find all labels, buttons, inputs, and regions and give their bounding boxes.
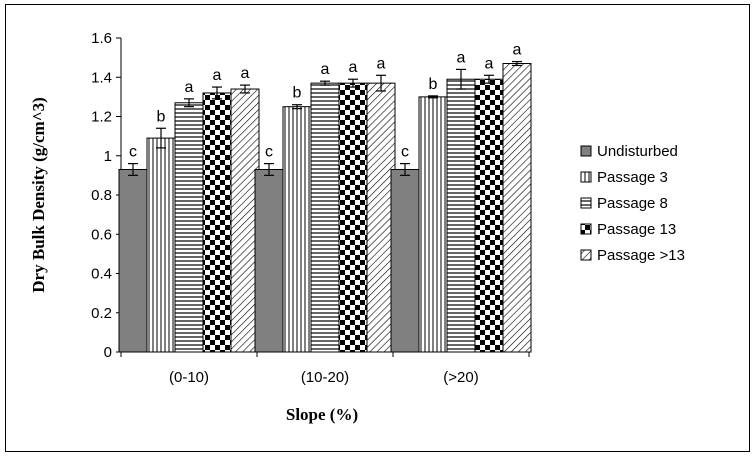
legend-label: Undisturbed	[597, 143, 678, 160]
significance-letter: a	[349, 59, 358, 76]
bar	[146, 137, 176, 353]
significance-letter: a	[321, 61, 330, 78]
bar	[446, 78, 476, 353]
y-tick-label: 0	[104, 344, 112, 361]
bar	[474, 78, 504, 353]
bars-group: c b a a a c b a a a c b a a a	[118, 42, 532, 353]
significance-letter: b	[157, 108, 166, 125]
significance-letter: c	[265, 144, 273, 161]
y-tick-label: 0.6	[91, 226, 112, 243]
legend: Undisturbed Passage 3 Passage 8 Passage 13 P…	[580, 143, 685, 264]
x-tick-label: (10-20)	[301, 369, 349, 386]
significance-letter: c	[129, 144, 137, 161]
bar	[174, 102, 204, 353]
y-tick-label: 1.4	[91, 69, 112, 86]
significance-letter: a	[485, 55, 494, 72]
x-tick-label: (>20)	[443, 369, 478, 386]
significance-letter: b	[293, 85, 302, 102]
significance-letter: a	[241, 65, 250, 82]
legend-label: Passage 3	[597, 169, 668, 186]
legend-label: Passage 8	[597, 195, 668, 212]
legend-swatch	[580, 223, 592, 235]
legend-swatch	[580, 197, 592, 209]
significance-letter: c	[401, 144, 409, 161]
legend-label: Passage 13	[597, 221, 676, 238]
significance-letter: a	[457, 49, 466, 66]
legend-swatch	[580, 171, 592, 183]
significance-letter: a	[513, 42, 522, 59]
significance-letter: a	[185, 79, 194, 96]
y-tick-label: 0.8	[91, 187, 112, 204]
y-axis-title: Dry Bulk Density (g/cm^3)	[29, 97, 48, 292]
y-tick-label: 1.6	[91, 30, 112, 47]
legend-swatch	[580, 145, 592, 157]
bar	[418, 96, 448, 353]
x-axis-title: Slope (%)	[286, 405, 358, 424]
x-tick-label: (0-10)	[169, 369, 209, 386]
y-tick-label: 0.2	[91, 305, 112, 322]
significance-letter: b	[429, 76, 438, 93]
bar	[502, 63, 532, 353]
bar	[118, 168, 148, 353]
y-tick-label: 1.2	[91, 109, 112, 126]
y-tick-label: 1	[104, 148, 112, 165]
y-tick-label: 0.4	[91, 266, 112, 283]
significance-letter: a	[213, 67, 222, 84]
bar	[310, 82, 340, 353]
bar	[202, 92, 232, 353]
bar	[338, 82, 368, 353]
bar	[254, 168, 284, 353]
bar	[390, 168, 420, 353]
significance-letter: a	[377, 55, 386, 72]
legend-label: Passage >13	[597, 247, 685, 264]
legend-swatch	[580, 249, 592, 261]
bar	[282, 106, 312, 353]
